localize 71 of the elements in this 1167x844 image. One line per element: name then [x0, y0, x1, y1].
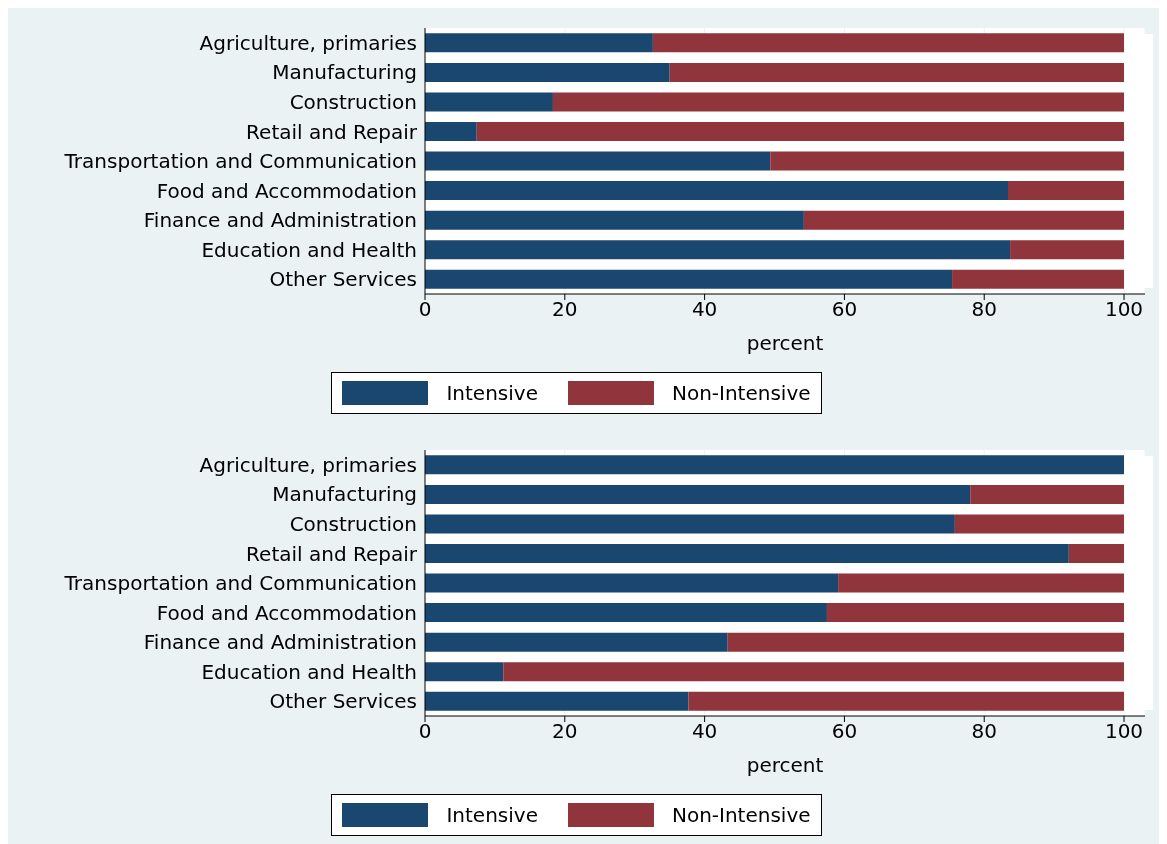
bar [952, 269, 1125, 289]
bar [954, 514, 1125, 534]
y-tick-label: Retail and Repair [246, 119, 418, 144]
y-tick-label: Manufacturing [272, 60, 417, 85]
bar [1007, 181, 1125, 201]
x-tick-label: 60 [831, 719, 858, 744]
bar [652, 33, 1125, 53]
x-tick-label: 80 [971, 297, 997, 322]
bar [425, 632, 728, 652]
y-tick-label: Transportation and Communication [63, 571, 417, 596]
y-tick-label: Other Services [269, 267, 417, 292]
bar [970, 484, 1125, 504]
x-tick-label: 20 [552, 297, 578, 322]
y-tick-label: Retail and Repair [246, 541, 418, 566]
x-tick-label: 0 [418, 719, 432, 744]
x-axis-title: percent [746, 331, 824, 355]
legend-label: Intensive [446, 803, 538, 827]
bar [669, 62, 1125, 82]
bar [1010, 240, 1125, 260]
bar [425, 92, 553, 112]
y-tick-label: Construction [289, 511, 417, 536]
y-tick-label: Other Services [269, 689, 417, 714]
x-tick-label: 20 [552, 719, 578, 744]
bar [425, 151, 771, 171]
bar [425, 662, 504, 682]
y-tick-label: Finance and Administration [143, 630, 417, 655]
y-tick-label: Education and Health [201, 237, 417, 262]
x-tick-label: 40 [691, 297, 718, 322]
bar [727, 632, 1125, 652]
bar [425, 484, 971, 504]
bar [425, 455, 1125, 475]
y-tick-label: Transportation and Communication [63, 149, 417, 174]
bar [425, 691, 689, 711]
bar [1068, 543, 1125, 563]
x-axis-title: percent [746, 753, 824, 777]
bar [803, 210, 1125, 230]
x-tick-label: 40 [691, 719, 718, 744]
y-tick-label: Food and Accommodation [156, 600, 417, 625]
bar [476, 121, 1125, 141]
x-tick-label: 100 [1104, 719, 1144, 744]
x-tick-label: 0 [418, 297, 432, 322]
bar [770, 151, 1125, 171]
bar [425, 240, 1011, 260]
bar [425, 33, 653, 53]
legend-label: Intensive [446, 381, 538, 405]
bar [826, 603, 1125, 623]
x-tick-label: 100 [1104, 297, 1144, 322]
y-tick-label: Agriculture, primaries [199, 30, 417, 55]
y-tick-label: Education and Health [201, 659, 417, 684]
legend-label: Non-Intensive [671, 803, 811, 827]
y-tick-label: Agriculture, primaries [199, 452, 417, 477]
bar [503, 662, 1125, 682]
y-tick-label: Finance and Administration [143, 208, 417, 233]
bar [425, 210, 804, 230]
bar [838, 573, 1125, 593]
bar [552, 92, 1125, 112]
bar [425, 603, 827, 623]
legend-label: Non-Intensive [671, 381, 811, 405]
bar [425, 181, 1008, 201]
y-tick-label: Manufacturing [272, 482, 417, 507]
y-tick-label: Construction [289, 89, 417, 114]
x-tick-label: 60 [831, 297, 858, 322]
bar [425, 543, 1069, 563]
y-tick-label: Food and Accommodation [156, 178, 417, 203]
bar [425, 573, 839, 593]
bar [425, 121, 477, 141]
bar [688, 691, 1125, 711]
bar [425, 269, 953, 289]
bar [425, 514, 955, 534]
x-tick-label: 80 [971, 719, 997, 744]
bar [425, 62, 670, 82]
